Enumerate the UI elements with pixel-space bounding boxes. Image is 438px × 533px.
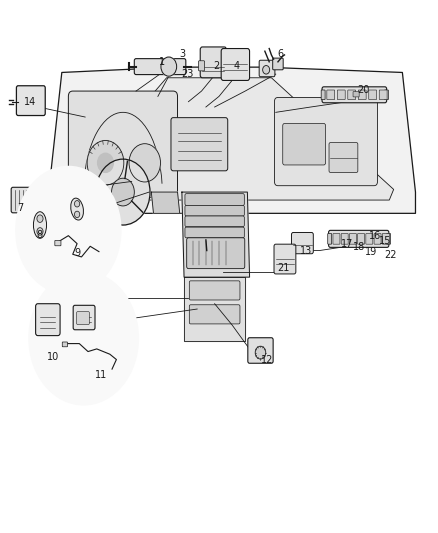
Circle shape bbox=[87, 141, 124, 185]
Text: 2: 2 bbox=[214, 61, 220, 70]
Text: 15: 15 bbox=[379, 236, 391, 246]
Text: 14: 14 bbox=[24, 96, 36, 107]
FancyBboxPatch shape bbox=[171, 118, 228, 171]
FancyBboxPatch shape bbox=[387, 233, 391, 244]
FancyBboxPatch shape bbox=[259, 60, 275, 77]
FancyBboxPatch shape bbox=[291, 232, 313, 254]
FancyBboxPatch shape bbox=[73, 305, 95, 330]
Polygon shape bbox=[184, 277, 245, 341]
Text: 21: 21 bbox=[277, 263, 290, 272]
Text: 16: 16 bbox=[369, 231, 381, 241]
FancyBboxPatch shape bbox=[185, 216, 244, 227]
FancyBboxPatch shape bbox=[379, 90, 387, 100]
Text: 20: 20 bbox=[357, 85, 369, 95]
Text: 9: 9 bbox=[74, 248, 80, 258]
Text: 18: 18 bbox=[353, 242, 365, 252]
Circle shape bbox=[74, 200, 80, 207]
FancyBboxPatch shape bbox=[189, 281, 240, 300]
FancyBboxPatch shape bbox=[198, 61, 205, 71]
FancyBboxPatch shape bbox=[350, 233, 357, 244]
FancyBboxPatch shape bbox=[68, 91, 177, 197]
FancyBboxPatch shape bbox=[328, 230, 389, 247]
FancyBboxPatch shape bbox=[71, 189, 100, 199]
Text: 1: 1 bbox=[159, 57, 165, 67]
Text: 3: 3 bbox=[179, 49, 185, 59]
FancyBboxPatch shape bbox=[187, 238, 245, 269]
FancyBboxPatch shape bbox=[11, 187, 35, 213]
FancyBboxPatch shape bbox=[327, 90, 335, 100]
Polygon shape bbox=[71, 78, 394, 200]
FancyBboxPatch shape bbox=[353, 92, 359, 97]
FancyBboxPatch shape bbox=[273, 58, 283, 70]
FancyBboxPatch shape bbox=[385, 90, 389, 100]
Text: 12: 12 bbox=[261, 354, 273, 365]
Text: 23: 23 bbox=[181, 69, 194, 79]
FancyBboxPatch shape bbox=[329, 143, 358, 172]
Circle shape bbox=[255, 346, 266, 359]
Circle shape bbox=[161, 57, 177, 76]
Text: 8: 8 bbox=[36, 230, 42, 240]
Circle shape bbox=[263, 66, 270, 74]
Text: 22: 22 bbox=[384, 250, 396, 260]
FancyBboxPatch shape bbox=[283, 124, 325, 165]
Text: 13: 13 bbox=[300, 246, 312, 255]
Circle shape bbox=[37, 228, 43, 235]
Circle shape bbox=[24, 196, 31, 204]
Text: 10: 10 bbox=[47, 352, 59, 362]
FancyBboxPatch shape bbox=[275, 98, 378, 185]
FancyBboxPatch shape bbox=[185, 205, 244, 216]
Text: 6: 6 bbox=[277, 49, 283, 59]
FancyBboxPatch shape bbox=[366, 233, 373, 244]
FancyBboxPatch shape bbox=[337, 90, 345, 100]
Text: 19: 19 bbox=[365, 247, 377, 256]
Circle shape bbox=[29, 272, 138, 405]
FancyBboxPatch shape bbox=[333, 233, 340, 244]
Circle shape bbox=[96, 159, 150, 225]
FancyBboxPatch shape bbox=[16, 86, 45, 116]
Ellipse shape bbox=[71, 198, 84, 220]
FancyBboxPatch shape bbox=[55, 240, 61, 246]
Circle shape bbox=[112, 178, 134, 206]
FancyBboxPatch shape bbox=[185, 193, 244, 205]
FancyBboxPatch shape bbox=[248, 338, 273, 364]
Text: 17: 17 bbox=[341, 239, 353, 249]
FancyBboxPatch shape bbox=[200, 47, 226, 78]
Polygon shape bbox=[49, 67, 416, 213]
FancyBboxPatch shape bbox=[185, 227, 244, 238]
FancyBboxPatch shape bbox=[321, 90, 325, 100]
FancyBboxPatch shape bbox=[62, 342, 67, 347]
Circle shape bbox=[98, 154, 113, 172]
Circle shape bbox=[16, 166, 121, 294]
FancyBboxPatch shape bbox=[134, 59, 186, 75]
Circle shape bbox=[37, 215, 43, 222]
Text: 4: 4 bbox=[233, 61, 240, 70]
FancyBboxPatch shape bbox=[358, 90, 366, 100]
FancyBboxPatch shape bbox=[374, 233, 381, 244]
Text: 11: 11 bbox=[95, 370, 107, 381]
Polygon shape bbox=[182, 192, 250, 277]
Polygon shape bbox=[151, 192, 180, 213]
FancyBboxPatch shape bbox=[189, 305, 240, 324]
Circle shape bbox=[74, 211, 80, 217]
Ellipse shape bbox=[33, 212, 46, 238]
FancyBboxPatch shape bbox=[348, 90, 356, 100]
FancyBboxPatch shape bbox=[369, 90, 377, 100]
FancyBboxPatch shape bbox=[221, 49, 250, 80]
FancyBboxPatch shape bbox=[382, 233, 389, 244]
FancyBboxPatch shape bbox=[322, 87, 387, 103]
FancyBboxPatch shape bbox=[341, 233, 348, 244]
FancyBboxPatch shape bbox=[328, 233, 332, 244]
Text: 7: 7 bbox=[17, 203, 24, 213]
FancyBboxPatch shape bbox=[357, 233, 364, 244]
Circle shape bbox=[129, 144, 160, 182]
FancyBboxPatch shape bbox=[77, 312, 89, 325]
FancyBboxPatch shape bbox=[274, 244, 296, 274]
FancyBboxPatch shape bbox=[35, 304, 60, 336]
